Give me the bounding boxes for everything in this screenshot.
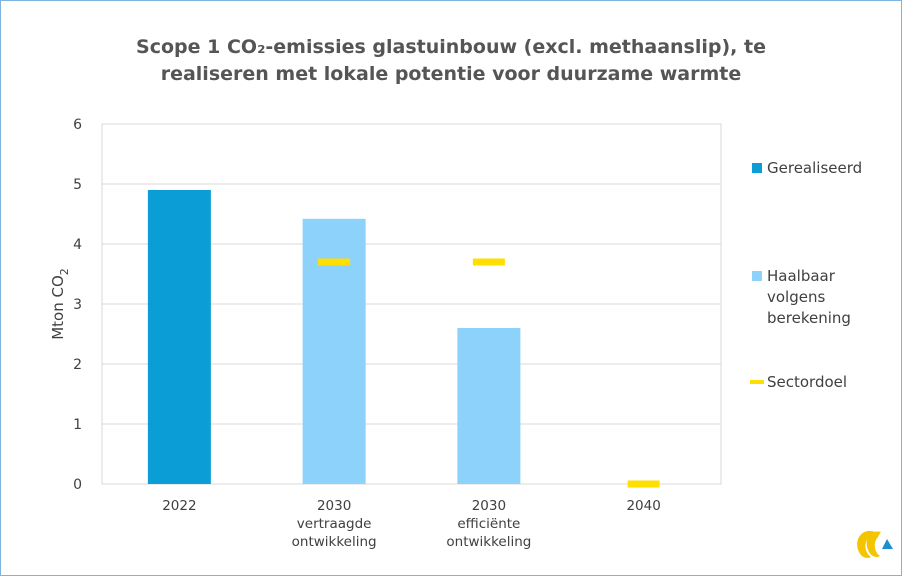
x-category-label: 2030	[317, 498, 351, 514]
x-category-label: vertraagde	[297, 516, 372, 532]
legend-label-0: Gerealiseerd	[767, 159, 862, 177]
bar-haalbaar-volgens-berekening-2	[457, 328, 521, 484]
legend: Gerealiseerd Haalbaar volgens berekening Sec…	[750, 159, 862, 391]
company-logo-icon	[857, 530, 893, 558]
y-axis-label: Mton CO2	[49, 268, 71, 340]
x-category-label: ontwikkeling	[292, 534, 377, 550]
x-category-label: 2022	[162, 498, 196, 514]
y-tick-label: 6	[73, 117, 82, 133]
marker-sectordoel-1	[318, 258, 351, 266]
legend-swatch-2	[750, 380, 764, 384]
legend-label-1: berekening	[767, 309, 851, 327]
y-tick-label: 5	[73, 177, 82, 193]
logo-blue-triangle	[882, 539, 893, 549]
marker-sectordoel-3	[627, 480, 660, 488]
y-axis-title-main: Mton CO	[49, 275, 67, 340]
legend-label-1: Haalbaar	[767, 267, 836, 285]
y-tick-label: 4	[73, 237, 82, 253]
legend-swatch-1	[752, 271, 762, 281]
chart-title-line-2: realiseren met lokale potentie voor duur…	[161, 63, 742, 85]
y-tick-label: 1	[73, 417, 82, 433]
marker-sectordoel-2	[472, 258, 505, 266]
x-axis-categories: 2022 2030 vertraagde ontwikkeling 2030 effici…	[162, 498, 661, 550]
y-axis-ticks: 0 1 2 3 4 5 6	[73, 117, 82, 493]
x-category-label: 2030	[472, 498, 506, 514]
x-category-label: ontwikkeling	[446, 534, 531, 550]
logo-yellow-arc-2	[866, 531, 881, 557]
chart-title: Scope 1 CO₂-emissies glastuinbouw (excl.…	[136, 36, 766, 85]
chart-title-line-1: Scope 1 CO₂-emissies glastuinbouw (excl.…	[136, 36, 766, 58]
bar-gerealiseerd-0	[147, 190, 211, 484]
y-tick-label: 0	[73, 477, 82, 493]
y-tick-label: 2	[73, 357, 82, 373]
logo-yellow-arc	[857, 530, 875, 558]
plot-area-border	[101, 123, 722, 485]
x-category-label: efficiënte	[457, 516, 520, 532]
y-tick-label: 3	[73, 297, 82, 313]
legend-swatch-0	[752, 163, 762, 173]
target-markers	[318, 258, 660, 488]
legend-label-2: Sectordoel	[767, 373, 847, 391]
y-axis-title: Mton CO2	[49, 268, 71, 340]
bars	[147, 190, 521, 485]
y-axis-title-subscript: 2	[58, 268, 71, 275]
x-category-label: 2040	[626, 498, 660, 514]
legend-label-1: volgens	[767, 288, 825, 306]
